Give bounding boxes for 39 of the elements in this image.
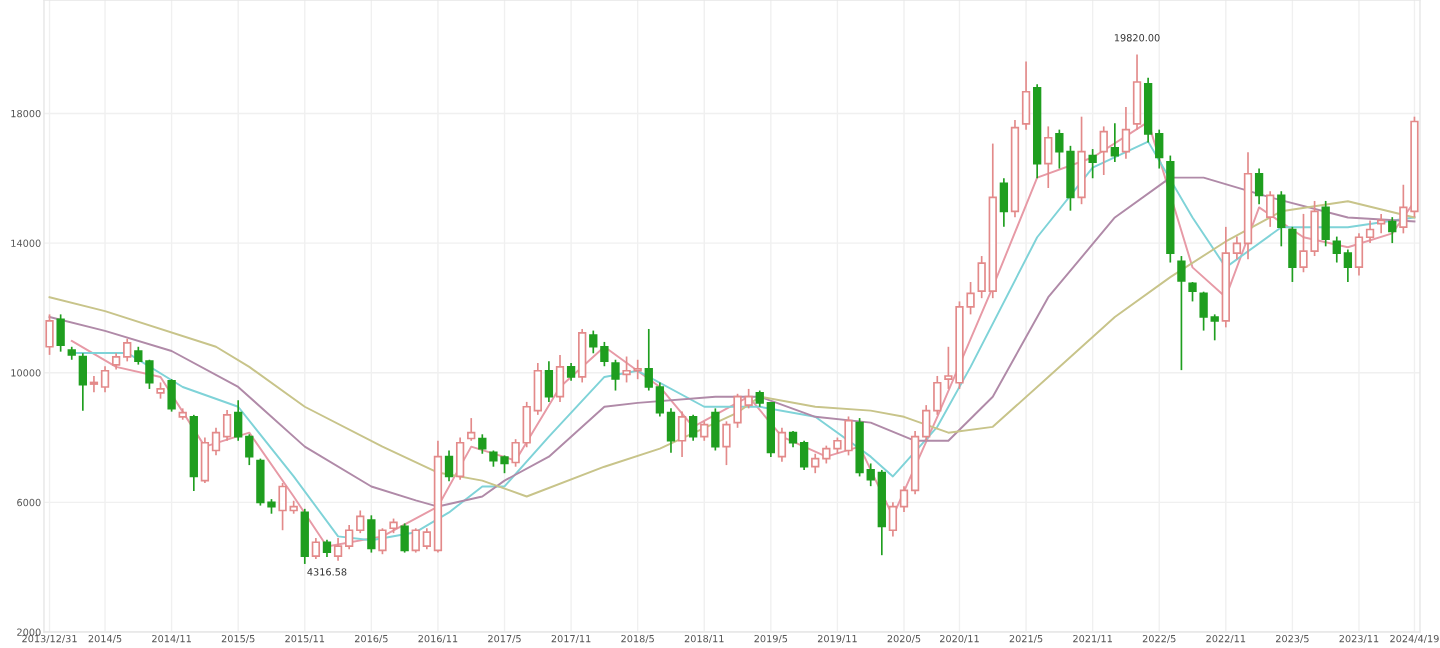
candlestick [544,360,554,403]
candlestick [300,508,309,565]
candlestick [56,313,65,353]
candlestick [467,417,476,442]
candlestick [1044,125,1053,189]
candlestick [700,420,709,442]
candlestick [1388,216,1397,244]
candlestick [1288,226,1297,283]
candlestick [1121,106,1131,160]
candlestick [999,177,1009,228]
candlestick [1077,115,1086,206]
candlestick [1088,148,1097,180]
candlestick [78,352,88,412]
candlestick [378,527,387,556]
candlestick [1177,255,1186,371]
candlestick [1321,200,1330,248]
candlestick [722,420,731,466]
candlestick [677,410,687,458]
candlestick [611,358,620,392]
candlestick [1132,53,1142,131]
candlestick [167,378,176,413]
candlestick [1099,125,1108,176]
candlestick [1110,122,1120,163]
candlestick [311,537,321,560]
candlestick [777,426,787,463]
candlestick [578,328,587,384]
candlestick [478,433,487,455]
candlestick [45,313,54,356]
candlestick [455,436,465,481]
candlestick [555,354,565,403]
candlestick [444,449,454,483]
candlestick [688,414,698,442]
candlestick [1254,167,1264,206]
candlestick [711,407,720,452]
candlestick [1277,190,1286,248]
candlestick [400,522,409,554]
candlestick [367,514,376,554]
candlestick [1021,60,1031,131]
candlestick [1266,190,1275,228]
